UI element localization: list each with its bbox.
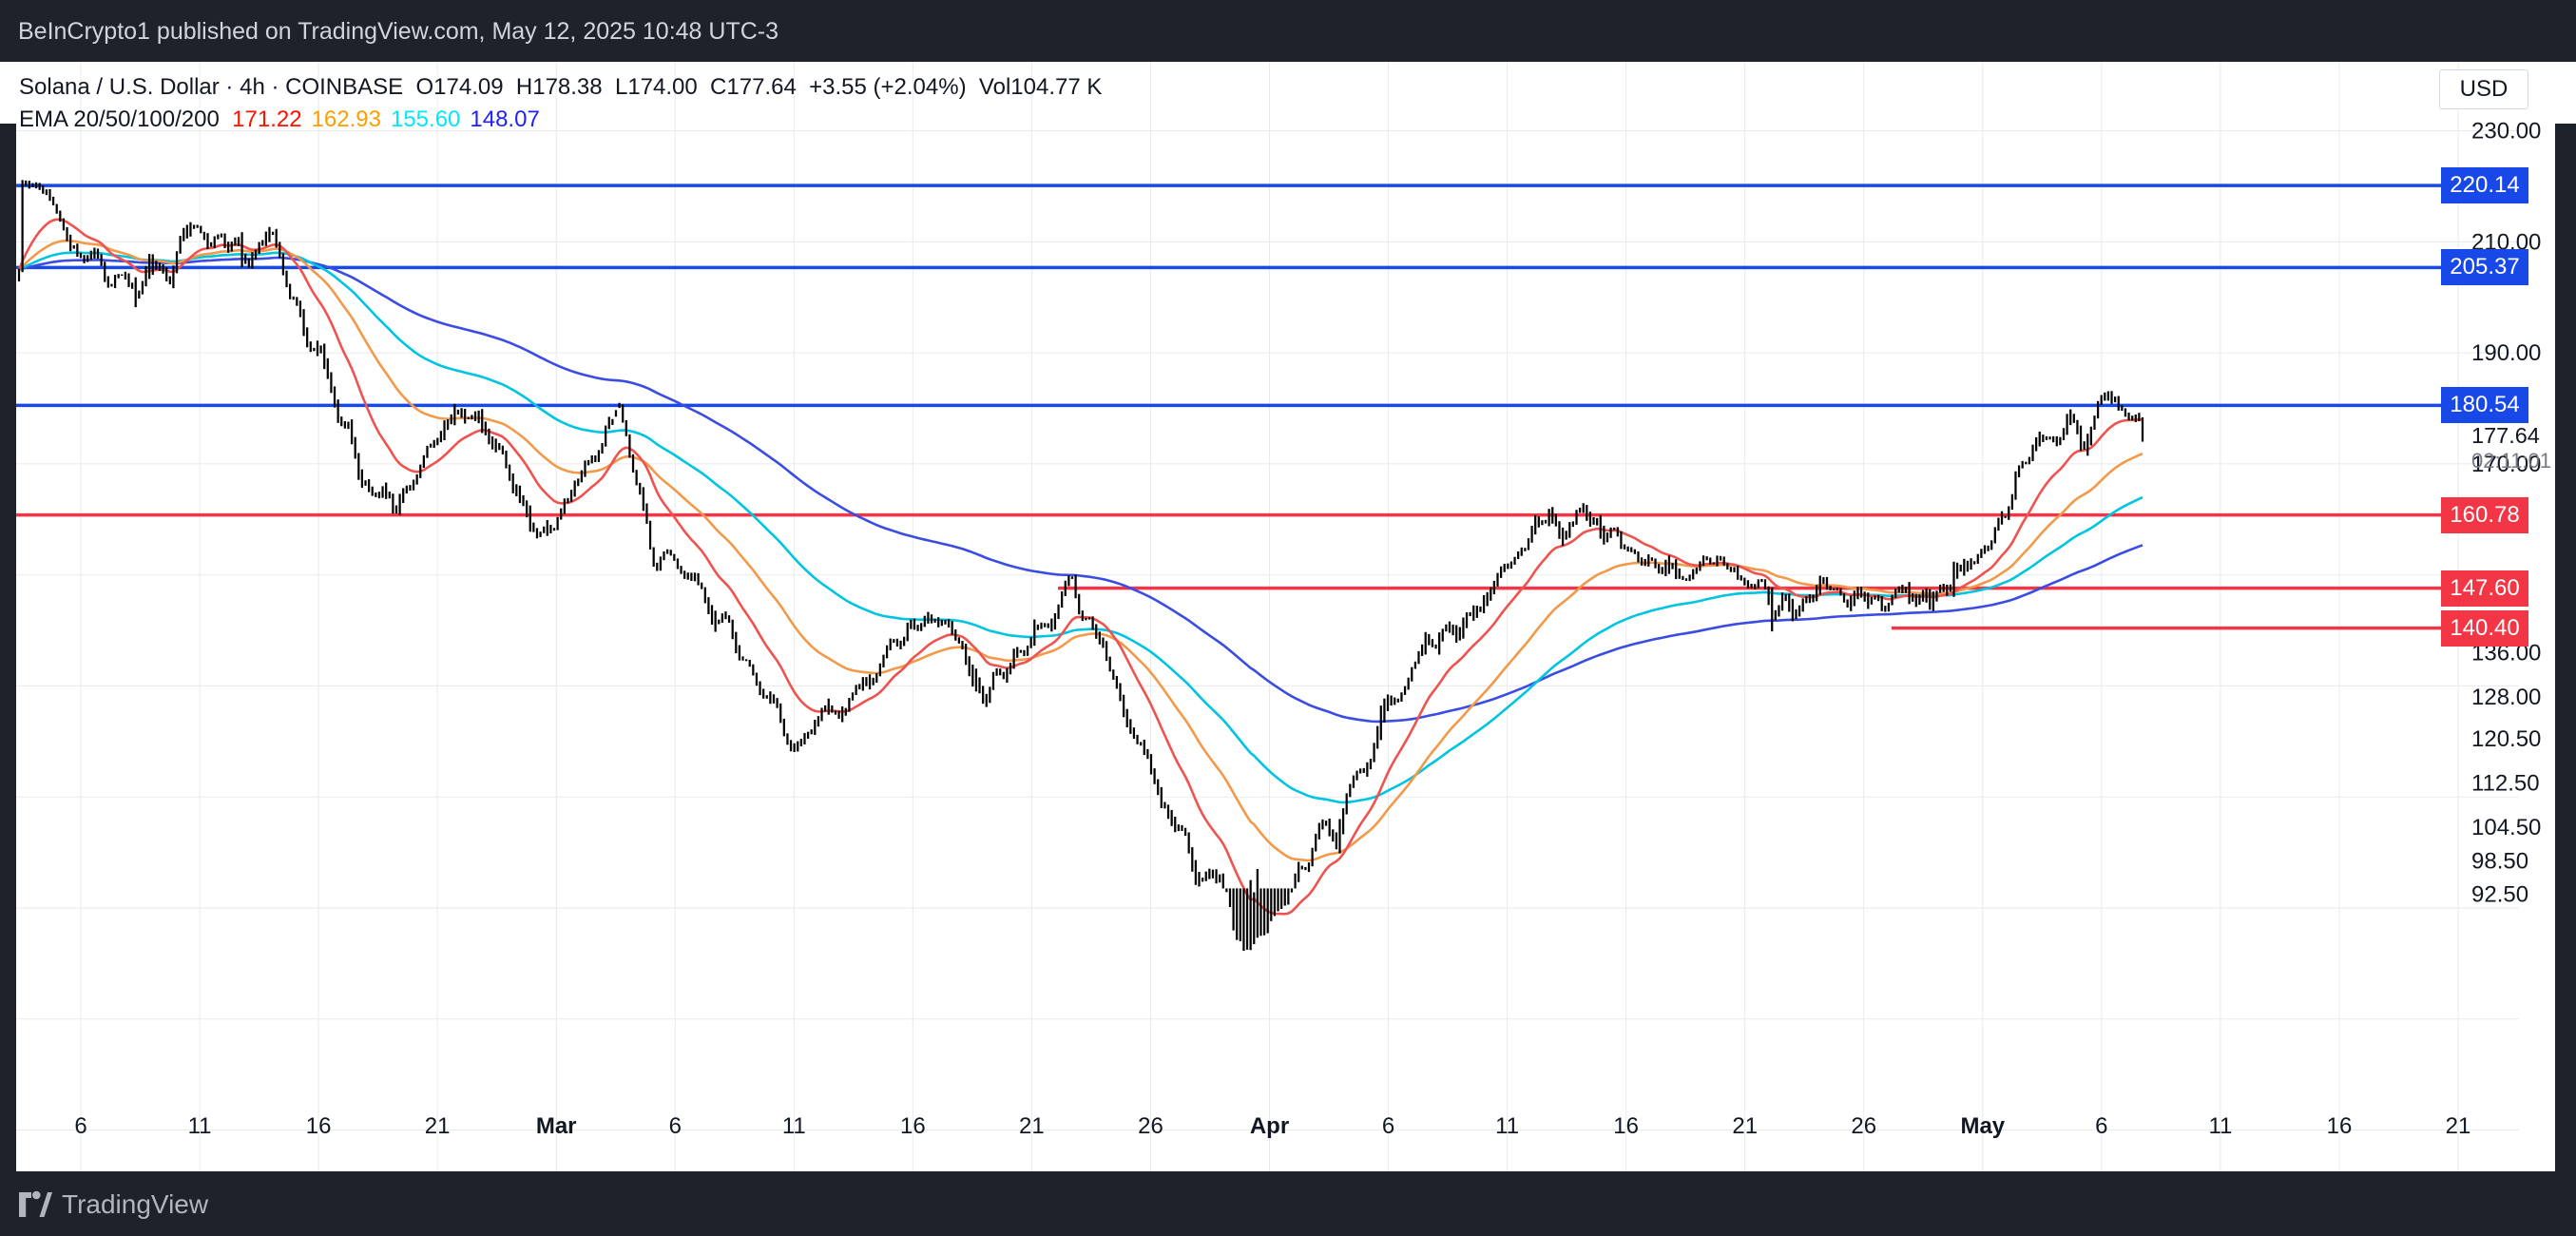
svg-text:26: 26 <box>1138 1113 1163 1139</box>
svg-text:May: May <box>1960 1113 2005 1139</box>
svg-text:11: 11 <box>2208 1113 2232 1139</box>
svg-text:112.50: 112.50 <box>2471 771 2540 797</box>
svg-text:Apr: Apr <box>1250 1113 1289 1139</box>
svg-text:128.00: 128.00 <box>2471 685 2541 710</box>
svg-text:98.50: 98.50 <box>2471 848 2528 874</box>
svg-text:26: 26 <box>1851 1113 1876 1139</box>
svg-text:6: 6 <box>1382 1113 1394 1139</box>
svg-text:230.00: 230.00 <box>2471 119 2541 145</box>
svg-text:Mar: Mar <box>536 1113 577 1139</box>
svg-text:16: 16 <box>2327 1113 2353 1139</box>
svg-text:92.50: 92.50 <box>2471 881 2528 907</box>
svg-text:16: 16 <box>900 1113 926 1139</box>
svg-text:120.50: 120.50 <box>2471 726 2541 752</box>
svg-text:21: 21 <box>2446 1113 2471 1139</box>
svg-text:21: 21 <box>1732 1113 1758 1139</box>
svg-text:6: 6 <box>2095 1113 2107 1139</box>
svg-text:21: 21 <box>1019 1113 1045 1139</box>
svg-text:190.00: 190.00 <box>2471 340 2541 366</box>
svg-text:11: 11 <box>1495 1113 1519 1139</box>
svg-text:16: 16 <box>1613 1113 1639 1139</box>
svg-text:6: 6 <box>74 1113 87 1139</box>
svg-text:16: 16 <box>306 1113 332 1139</box>
svg-text:11: 11 <box>782 1113 806 1139</box>
svg-text:104.50: 104.50 <box>2471 815 2541 840</box>
svg-text:11: 11 <box>188 1113 212 1139</box>
svg-text:21: 21 <box>425 1113 451 1139</box>
svg-text:6: 6 <box>669 1113 682 1139</box>
